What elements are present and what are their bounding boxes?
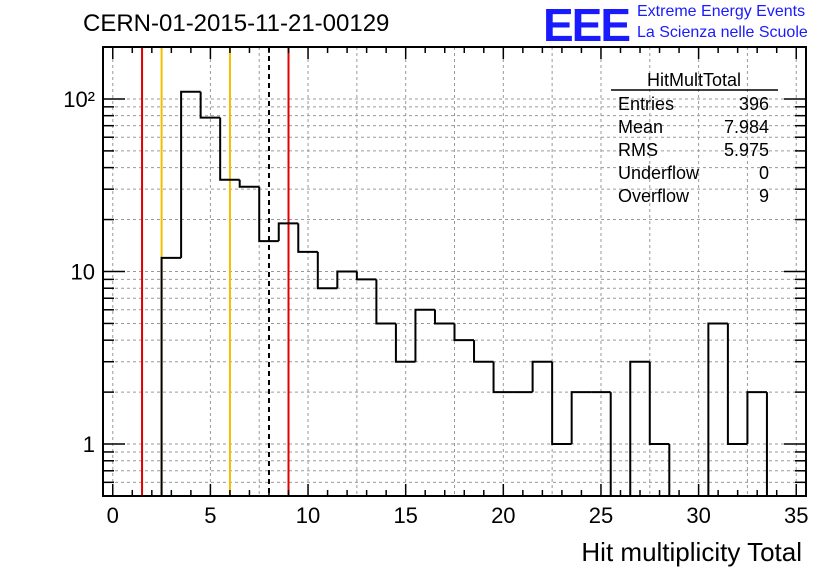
stats-title: HitMultTotal (647, 70, 741, 90)
y-axis: 1 10 10² (63, 47, 806, 482)
histogram-bin (415, 310, 435, 362)
histogram-bin (455, 323, 475, 340)
grid-lines (103, 47, 806, 496)
stats-label: Entries (618, 94, 674, 114)
histogram-bin (747, 392, 767, 444)
stats-value: 9 (759, 186, 769, 206)
stats-label: Mean (618, 117, 663, 137)
stats-box: HitMultTotal Entries 396 Mean 7.984 RMS 5.975 U… (611, 70, 778, 206)
stats-value: 5.975 (724, 140, 769, 160)
histogram-bin (318, 252, 338, 288)
x-tick-label: 25 (589, 503, 613, 528)
histogram-bins (162, 92, 767, 496)
y-tick-label: 10² (63, 87, 95, 112)
stats-value: 0 (759, 163, 769, 183)
histogram-bin (240, 180, 260, 187)
stats-label: Overflow (618, 186, 690, 206)
histogram-bin (650, 362, 670, 444)
x-tick-label: 0 (107, 503, 119, 528)
histogram-bin (474, 340, 494, 362)
stats-label: RMS (618, 140, 658, 160)
x-tick-label: 10 (296, 503, 320, 528)
stats-value: 396 (739, 94, 769, 114)
histogram-bin (162, 258, 182, 496)
histogram-bin (728, 323, 748, 444)
x-tick-label: 20 (491, 503, 515, 528)
histogram-bin (552, 362, 572, 444)
histogram-bin (435, 310, 455, 324)
histogram-bin (181, 92, 201, 258)
x-tick-label: 15 (393, 503, 417, 528)
histogram-bin (533, 362, 553, 392)
x-tick-label: 35 (784, 503, 808, 528)
histogram-bin (357, 272, 377, 280)
histogram-bin (630, 362, 650, 496)
y-tick-label: 10 (71, 260, 95, 285)
histogram-bin (572, 392, 592, 444)
histogram-bin (708, 323, 728, 496)
x-tick-label: 5 (204, 503, 216, 528)
histogram-bin (337, 272, 357, 289)
stats-label: Underflow (618, 163, 700, 183)
x-axis-label: Hit multiplicity Total (581, 537, 802, 567)
x-tick-label: 30 (686, 503, 710, 528)
y-tick-label: 1 (83, 432, 95, 457)
histogram-bin (376, 279, 396, 323)
stats-value: 7.984 (724, 117, 769, 137)
x-axis: 0 5 10 15 20 25 30 35 Hit multiplicity Total (107, 47, 809, 567)
